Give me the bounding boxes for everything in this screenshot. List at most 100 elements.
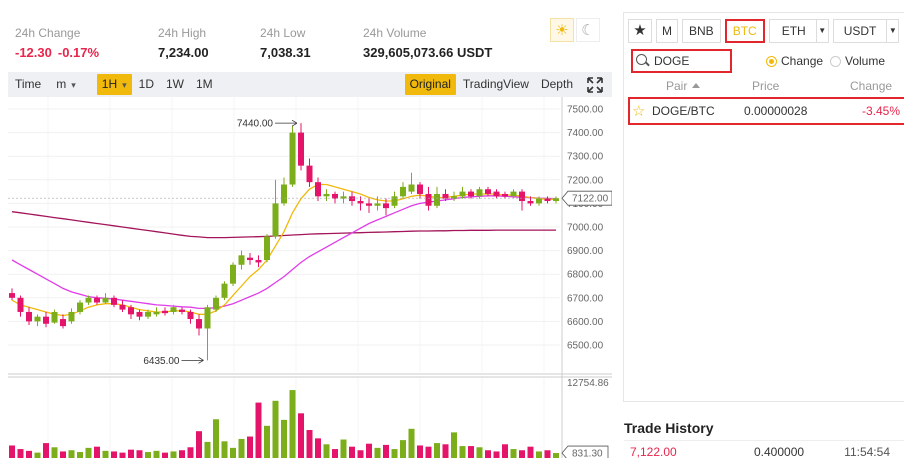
volume-tick-label: 12754.86 bbox=[567, 378, 609, 389]
candle bbox=[17, 297, 24, 312]
search-icon bbox=[636, 54, 650, 68]
candle bbox=[323, 193, 330, 197]
stat-value: 7,038.31 bbox=[260, 45, 311, 60]
candle bbox=[289, 132, 296, 185]
candle bbox=[553, 198, 559, 202]
current-price-label: 7122.00 bbox=[572, 194, 609, 205]
candle bbox=[374, 203, 381, 206]
volume-bar bbox=[442, 444, 449, 458]
tab-eth-label: ETH bbox=[781, 24, 806, 38]
tab-margin[interactable]: M bbox=[656, 19, 678, 43]
volume-bar bbox=[51, 447, 58, 458]
candle bbox=[247, 257, 253, 261]
volume-bar bbox=[510, 449, 517, 458]
volume-bar bbox=[434, 443, 440, 458]
radio-change[interactable]: Change bbox=[766, 54, 823, 68]
ma-slow-line bbox=[11, 211, 556, 239]
volume-bar bbox=[366, 443, 372, 458]
stat-24h-volume: 24h Volume 329,605,073.66 USDT bbox=[363, 26, 492, 60]
dark-theme-button[interactable]: ☾ bbox=[576, 18, 600, 42]
candle bbox=[196, 319, 202, 329]
volume-bar bbox=[374, 447, 381, 458]
time-button[interactable]: Time bbox=[15, 77, 42, 91]
tab-bnb[interactable]: BNB bbox=[682, 19, 721, 43]
price-tick-label: 7500.00 bbox=[567, 105, 604, 116]
depth-button[interactable]: Depth bbox=[540, 77, 573, 91]
candle bbox=[383, 203, 389, 209]
candle bbox=[85, 297, 92, 303]
tab-eth[interactable]: ETH ▼ bbox=[768, 19, 829, 43]
volume-bar bbox=[43, 443, 49, 458]
chevron-down-icon[interactable]: ▼ bbox=[815, 20, 828, 42]
header-pair[interactable]: Pair bbox=[666, 79, 701, 93]
change-value: -12.30 bbox=[15, 45, 52, 60]
volume-bar bbox=[272, 400, 279, 458]
volume-bar bbox=[476, 447, 483, 458]
volume-bar bbox=[451, 432, 457, 458]
candle bbox=[34, 316, 41, 322]
volume-bar bbox=[68, 450, 75, 458]
header-price[interactable]: Price bbox=[752, 79, 780, 93]
header-change[interactable]: Change bbox=[850, 79, 893, 93]
stat-value: 7,234.00 bbox=[158, 45, 209, 60]
volume-bar bbox=[298, 413, 304, 458]
interval-1w-button[interactable]: 1W bbox=[165, 77, 184, 91]
candle bbox=[493, 191, 500, 197]
original-view-button[interactable]: Original bbox=[404, 74, 456, 95]
tab-usdt[interactable]: USDT ▼ bbox=[832, 19, 900, 43]
candle bbox=[136, 311, 143, 317]
candle bbox=[187, 311, 194, 320]
stat-label: 24h Change bbox=[15, 26, 81, 40]
expand-icon[interactable] bbox=[584, 74, 606, 95]
volume-bar bbox=[306, 429, 313, 458]
tab-usdt-label: USDT bbox=[843, 24, 877, 38]
volume-bar bbox=[128, 449, 134, 458]
candle bbox=[43, 316, 49, 324]
candle bbox=[502, 193, 508, 197]
candle bbox=[68, 311, 75, 322]
volume-current-tag bbox=[561, 445, 609, 458]
candle bbox=[408, 184, 415, 192]
volume-bar bbox=[340, 439, 347, 458]
favorites-tab[interactable]: ★ bbox=[628, 19, 652, 43]
volume-bar bbox=[119, 452, 126, 458]
volume-bar bbox=[145, 452, 151, 458]
candle bbox=[442, 193, 449, 199]
volume-bar bbox=[85, 447, 92, 458]
volume-bar bbox=[136, 450, 143, 458]
candle bbox=[264, 236, 270, 261]
search-input[interactable] bbox=[654, 54, 730, 68]
candle bbox=[468, 191, 474, 197]
pair-name: DOGE/BTC bbox=[652, 104, 715, 118]
minute-dropdown[interactable]: m bbox=[48, 74, 81, 95]
candle bbox=[128, 307, 134, 315]
quote-tabs: ★ M BNB BTC ETH ▼ USDT ▼ bbox=[628, 19, 903, 43]
chevron-down-icon[interactable]: ▼ bbox=[886, 20, 898, 42]
pair-row[interactable]: ☆ DOGE/BTC 0.00000028 -3.45% bbox=[628, 97, 904, 125]
volume-bar bbox=[332, 449, 338, 458]
price-tick-label: 7300.00 bbox=[567, 152, 604, 163]
volume-bar bbox=[315, 438, 321, 458]
candle bbox=[111, 297, 117, 305]
tab-btc[interactable]: BTC bbox=[724, 19, 765, 43]
low-marker-label: 6435.00 bbox=[143, 356, 180, 367]
stat-24h-high: 24h High 7,234.00 bbox=[158, 26, 209, 60]
radio-volume[interactable]: Volume bbox=[830, 54, 885, 68]
price-tick-label: 6500.00 bbox=[567, 341, 604, 352]
interval-1h-dropdown[interactable]: 1H bbox=[96, 74, 132, 95]
chart-toolbar: Time m 1H 1D 1W 1M Original TradingView … bbox=[8, 72, 612, 97]
arrow-right-icon bbox=[291, 119, 298, 127]
current-price-tag bbox=[561, 190, 612, 206]
candle bbox=[162, 310, 168, 314]
interval-1d-button[interactable]: 1D bbox=[138, 77, 154, 91]
interval-1m-button[interactable]: 1M bbox=[195, 77, 213, 91]
light-theme-button[interactable]: ☀ bbox=[550, 18, 574, 42]
stat-24h-low: 24h Low 7,038.31 bbox=[260, 26, 311, 60]
volume-bar bbox=[213, 419, 219, 458]
price-chart[interactable]: 7500.007400.007300.007200.007100.007000.… bbox=[8, 97, 612, 458]
candle bbox=[519, 191, 525, 202]
candle bbox=[434, 193, 440, 206]
star-outline-icon[interactable]: ☆ bbox=[632, 103, 646, 120]
tradingview-button[interactable]: TradingView bbox=[462, 77, 529, 91]
pair-change: -3.45% bbox=[861, 104, 900, 118]
